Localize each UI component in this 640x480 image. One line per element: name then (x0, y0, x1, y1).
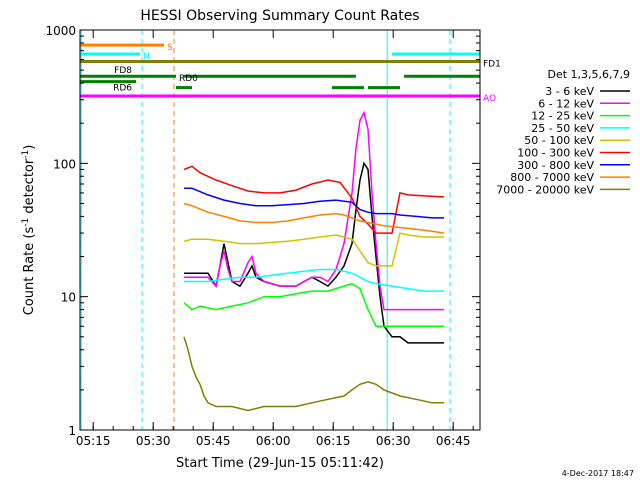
legend-title: Det 1,3,5,6,7,9 (547, 68, 630, 81)
y-tick-label: 100 (53, 157, 76, 171)
legend-entry-label: 100 - 300 keV (517, 147, 594, 160)
x-axis: 05:15 05:30 05:45 06:00 06:15 06:30 06:45 (76, 30, 474, 448)
legend-entry-label: 6 - 12 keV (538, 97, 594, 110)
legend-entry-label: 800 - 7000 keV (510, 171, 594, 184)
y-axis-label-main: Count Rate (s (22, 227, 37, 316)
legend-entry-label: 3 - 6 keV (545, 85, 594, 98)
x-tick-label: 06:30 (376, 434, 411, 448)
flag-side-label: FD8 (114, 66, 132, 76)
legend-entry-label: 50 - 100 keV (524, 134, 594, 147)
x-axis-label: Start Time (29-Jun-15 05:11:42) (176, 456, 384, 471)
x-tick-label: 05:30 (136, 434, 171, 448)
flag-label: AO (483, 94, 496, 104)
y-tick-label: 1 (68, 424, 76, 438)
vertical-markers (80, 30, 451, 430)
y-axis-label-end: ) (22, 145, 37, 150)
series-line-1 (184, 161, 444, 344)
series-line-6 (183, 165, 445, 234)
series-line-9 (183, 336, 444, 412)
chart-title: HESSI Observing Summary Count Rates (140, 8, 419, 24)
y-axis-label: Count Rate (s-1 detector-1) (21, 145, 37, 316)
series-line-4 (184, 268, 444, 292)
flag-rows: S N FD1 RD0 AO FD8 RD6 (80, 43, 501, 104)
x-tick-label: 05:15 (76, 434, 111, 448)
x-tick-label: 05:45 (196, 434, 231, 448)
y-tick-label: 10 (61, 291, 76, 305)
plot-frame (79, 29, 481, 431)
legend-entry-label: 12 - 25 keV (531, 110, 594, 123)
x-tick-label: 06:15 (316, 434, 351, 448)
legend-entry-label: 25 - 50 keV (531, 122, 594, 135)
series-line-7 (184, 187, 444, 219)
flag-label: S (167, 43, 173, 53)
x-tick-label: 06:00 (256, 434, 291, 448)
flag-side-label: RD6 (113, 84, 132, 94)
legend-entry-label: 300 - 800 keV (517, 159, 594, 172)
series-line-3 (183, 282, 444, 327)
y-axis: 1 10 100 1000 (45, 24, 480, 438)
y-tick-label: 1000 (45, 24, 76, 38)
series-line-2 (184, 110, 444, 311)
y-axis-label-mid: detector (22, 158, 37, 218)
series-line-8 (183, 202, 445, 234)
x-tick-label: 06:45 (436, 434, 471, 448)
series-layer (183, 110, 445, 412)
flag-label: RD0 (179, 74, 198, 84)
flag-label: FD1 (483, 60, 501, 70)
y-axis-label-sup1: -1 (21, 218, 31, 227)
legend-entry-label: 7000 - 20000 keV (496, 183, 594, 196)
series-line-5 (183, 232, 444, 267)
y-axis-label-sup2: -1 (21, 150, 31, 159)
footer-date: 4-Dec-2017 18:47 (562, 469, 634, 478)
flag-label: N (143, 52, 150, 62)
